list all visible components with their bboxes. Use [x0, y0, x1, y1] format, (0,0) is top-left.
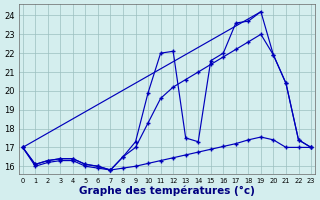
X-axis label: Graphe des températures (°c): Graphe des températures (°c) [79, 185, 255, 196]
